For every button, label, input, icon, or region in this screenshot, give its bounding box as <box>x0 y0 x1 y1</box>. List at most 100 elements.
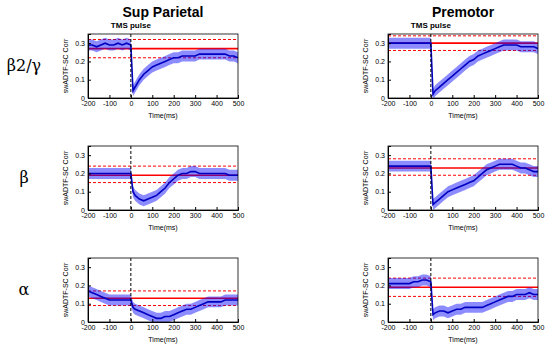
tick-mark <box>131 207 132 210</box>
tick-mark <box>217 95 218 98</box>
tick: 500 <box>533 207 545 219</box>
tick: 0.3 <box>75 40 91 47</box>
tick-mark <box>174 207 175 210</box>
x-axis-title: Time(ms) <box>448 336 477 344</box>
tick-label: 0.2 <box>75 170 85 177</box>
tick-label: 0.2 <box>375 282 385 289</box>
tick-label: 0.3 <box>375 152 385 159</box>
tick-label: 100 <box>447 324 459 331</box>
tick-mark <box>88 210 91 211</box>
error-band <box>88 285 238 322</box>
y-axis-title: swADTF-SC Corr <box>362 150 369 205</box>
tick-label: -100 <box>103 212 117 219</box>
tick-mark <box>474 319 475 322</box>
tick-label: 0 <box>81 95 85 102</box>
tick-label: 300 <box>490 212 502 219</box>
tick-label: 100 <box>147 324 159 331</box>
tick-mark <box>195 319 196 322</box>
baseline-upper <box>88 290 238 291</box>
x-axis-title: Time(ms) <box>448 224 477 232</box>
tick: 0 <box>81 95 91 102</box>
tick-label: 100 <box>147 212 159 219</box>
tick-label: 300 <box>190 212 202 219</box>
tick-label: 400 <box>511 324 523 331</box>
tick: 0 <box>81 207 91 214</box>
tick: 0.2 <box>375 58 391 65</box>
tick-mark <box>388 210 391 211</box>
tick-label: 200 <box>468 324 480 331</box>
tick-label: 200 <box>168 100 180 107</box>
tick-mark <box>495 207 496 210</box>
y-axis-title: swADTF-SC Corr <box>362 262 369 317</box>
tick: 300 <box>490 319 502 331</box>
x-axis-title: Time(ms) <box>148 336 177 344</box>
tick-label: -100 <box>403 100 417 107</box>
tick-mark <box>217 207 218 210</box>
tick-label: 0 <box>81 319 85 326</box>
tick: 0.2 <box>375 170 391 177</box>
tick-mark <box>109 319 110 322</box>
tick-label: 100 <box>147 100 159 107</box>
tick-mark <box>388 267 391 268</box>
tick: 200 <box>168 95 180 107</box>
tick: 100 <box>147 319 159 331</box>
tick: 0 <box>129 207 133 219</box>
tick-label: 500 <box>533 212 545 219</box>
pulse-line <box>130 146 131 210</box>
tick-mark <box>452 207 453 210</box>
panel: -200-100010020030040050000.10.20.3Time(m… <box>362 21 544 120</box>
tick-label: 200 <box>168 212 180 219</box>
x-axis: -200-1000100200300400500 <box>381 319 544 331</box>
tick: 0.3 <box>75 264 91 271</box>
y-axis-title: swADTF-SC Corr <box>62 38 69 93</box>
tick: 100 <box>447 319 459 331</box>
tick-mark <box>238 319 239 322</box>
tick: 300 <box>190 319 202 331</box>
plot-area <box>388 34 538 98</box>
tick-mark <box>538 319 539 322</box>
tick-mark <box>88 285 91 286</box>
tick: 0.1 <box>75 300 91 307</box>
row-label: β <box>19 168 28 187</box>
plot-frame <box>388 34 538 98</box>
tick-mark <box>388 43 391 44</box>
tick-mark <box>109 95 110 98</box>
tick-label: 0 <box>129 212 133 219</box>
tick-label: 0 <box>81 207 85 214</box>
y-axis: 00.10.20.3 <box>375 259 391 326</box>
y-axis-title: swADTF-SC Corr <box>362 38 369 93</box>
tick-label: 0.2 <box>375 58 385 65</box>
tick: 0 <box>381 207 391 214</box>
tick-mark <box>88 192 91 193</box>
tick-mark <box>452 319 453 322</box>
tick: 400 <box>211 95 223 107</box>
tick-mark <box>195 207 196 210</box>
tick-mark <box>388 80 391 81</box>
tick-label: 300 <box>490 324 502 331</box>
tick-mark <box>88 98 91 99</box>
tick-mark <box>238 207 239 210</box>
axis-line <box>389 35 392 99</box>
pulse-line <box>430 258 431 322</box>
pulse-line <box>130 34 131 98</box>
panel: -200-100010020030040050000.10.20.3Time(m… <box>62 21 244 120</box>
mean-line <box>388 280 538 315</box>
plot-area <box>88 258 238 322</box>
tick-mark <box>174 95 175 98</box>
panel: -200-100010020030040050000.10.20.3Time(m… <box>62 146 244 232</box>
tick-mark <box>88 155 91 156</box>
row-label: β2/γ <box>7 56 41 75</box>
tick: 200 <box>168 207 180 219</box>
error-band <box>388 274 538 320</box>
axis-line <box>89 207 239 211</box>
tick: 100 <box>147 95 159 107</box>
tick: 100 <box>147 207 159 219</box>
tick-label: 0.3 <box>75 40 85 47</box>
tick-label: 200 <box>468 100 480 107</box>
tick-mark <box>474 207 475 210</box>
tick-mark <box>388 192 391 193</box>
tick-mark <box>517 207 518 210</box>
tick-label: 400 <box>211 100 223 107</box>
tick-label: 400 <box>211 212 223 219</box>
tick-label: 0 <box>429 100 433 107</box>
